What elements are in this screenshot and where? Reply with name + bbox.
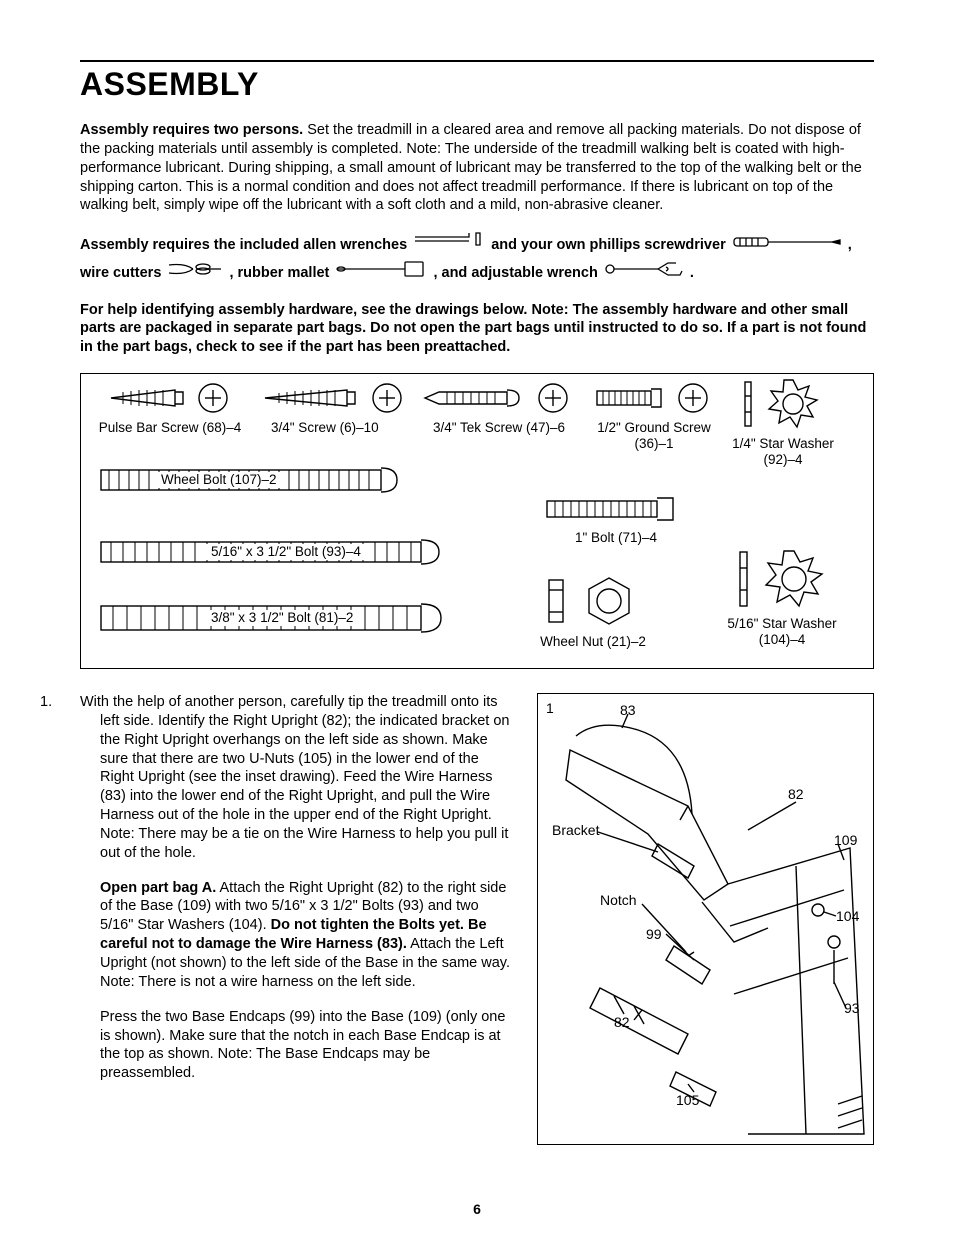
fig-bracket: Bracket [552, 822, 599, 838]
step-1-p3: Press the two Base Endcaps (99) into the… [80, 1008, 513, 1083]
hw-wheel-nut: Wheel Nut (21)–2 [533, 572, 653, 650]
intro-lead: Assembly requires two persons. [80, 122, 303, 138]
fig-l82b: 82 [614, 1014, 630, 1030]
step-1-svg [538, 694, 873, 1144]
fig-l82a: 82 [788, 786, 804, 802]
hw-tek-34: 3/4" Tek Screw (47)–6 [419, 380, 579, 436]
hw-wheel-bolt: Wheel Bolt (107)–2 [95, 460, 415, 504]
phillips-screwdriver-icon [732, 233, 842, 258]
hw-star-516: 5/16" Star Washer (104)–4 [717, 546, 847, 647]
tools-paragraph: Assembly requires the included allen wre… [80, 231, 874, 286]
allen-wrench-icon [413, 231, 485, 260]
tools-t5: , and adjustable wrench [433, 265, 597, 281]
hw-screw-34: 3/4" Screw (6)–10 [261, 380, 411, 436]
intro-paragraph: Assembly requires two persons. Set the t… [80, 121, 874, 215]
step-1-p1: 1.With the help of another person, caref… [80, 693, 513, 863]
hw-ground-12: 1/2" Ground Screw (36)–1 [589, 380, 719, 451]
hw-star-14: 1/4" Star Washer (92)–4 [723, 376, 843, 467]
hw-pulse-bar-screw: Pulse Bar Screw (68)–4 [95, 380, 245, 436]
tools-t3: wire cutters [80, 265, 161, 281]
step-1-p1-body: With the help of another person, careful… [80, 694, 509, 861]
fig-step-num: 1 [546, 700, 554, 716]
tools-comma1: , [848, 237, 852, 253]
hw-ground-12-label: 1/2" Ground Screw (36)–1 [589, 420, 719, 451]
tools-end: . [690, 265, 694, 281]
fig-l109: 109 [834, 832, 857, 848]
hw-bolt-38-label: 3/8" x 3 1/2" Bolt (81)–2 [205, 610, 359, 626]
hw-bolt-516-label: 5/16" x 3 1/2" Bolt (93)–4 [205, 544, 367, 560]
hardware-box: Pulse Bar Screw (68)–4 3/4" Screw (6)–10 [80, 373, 874, 669]
fig-notch: Notch [600, 892, 637, 908]
hw-star-516-label: 5/16" Star Washer (104)–4 [717, 616, 847, 647]
hw-bolt-516: 5/16" x 3 1/2" Bolt (93)–4 [95, 532, 455, 576]
hw-bolt-38: 3/8" x 3 1/2" Bolt (81)–2 [95, 596, 455, 644]
step-1-p2: Open part bag A. Attach the Right Uprigh… [80, 879, 513, 992]
step-1-num: 1. [60, 693, 80, 712]
fig-l105: 105 [676, 1092, 699, 1108]
hw-bolt-1-label: 1" Bolt (71)–4 [541, 530, 691, 546]
fig-l104: 104 [836, 908, 859, 924]
wire-cutters-icon [167, 261, 223, 286]
top-rule [80, 60, 874, 62]
hw-bolt-1: 1" Bolt (71)–4 [541, 492, 691, 546]
hw-star-14-label: 1/4" Star Washer (92)–4 [723, 436, 843, 467]
adjustable-wrench-icon [604, 260, 684, 287]
rubber-mallet-icon [335, 260, 427, 287]
hw-wheel-bolt-label: Wheel Bolt (107)–2 [155, 472, 283, 488]
hw-pulse-bar-screw-label: Pulse Bar Screw (68)–4 [95, 420, 245, 436]
page-title: ASSEMBLY [80, 66, 874, 103]
step-1-figure: 1 [537, 693, 874, 1145]
step-1-p2a: Open part bag A. [100, 880, 216, 896]
hw-tek-34-label: 3/4" Tek Screw (47)–6 [419, 420, 579, 436]
page: ASSEMBLY Assembly requires two persons. … [0, 0, 954, 1235]
step-1-text: 1.With the help of another person, caref… [80, 693, 513, 1145]
fig-l99: 99 [646, 926, 662, 942]
page-number: 6 [0, 1201, 954, 1217]
hw-screw-34-label: 3/4" Screw (6)–10 [261, 420, 411, 436]
step-1-row: 1.With the help of another person, caref… [80, 693, 874, 1145]
fig-l83: 83 [620, 702, 636, 718]
hw-wheel-nut-label: Wheel Nut (21)–2 [533, 634, 653, 650]
fig-l93: 93 [844, 1000, 860, 1016]
tools-t2: and your own phillips screwdriver [491, 237, 725, 253]
tools-t4: , rubber mallet [229, 265, 329, 281]
hardware-note: For help identifying assembly hardware, … [80, 301, 874, 358]
tools-t1: Assembly requires the included allen wre… [80, 237, 407, 253]
